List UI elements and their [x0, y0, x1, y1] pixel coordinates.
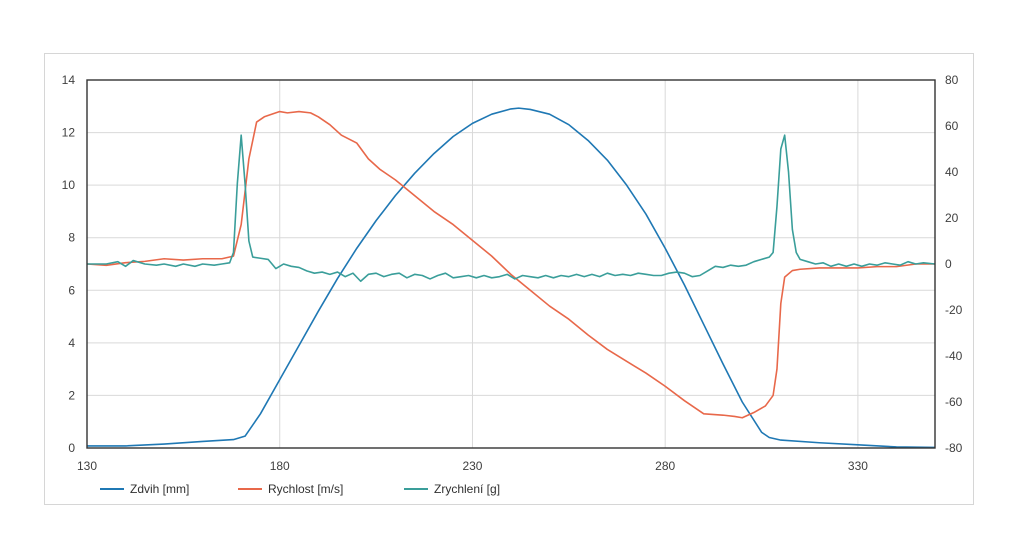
- y-right-tick-label: 0: [945, 257, 952, 271]
- chart-frame: 0 2 4 6 8 10 12 14 -80 -60 -40 -20 0 20 40 60 80 130 180 23…: [44, 53, 974, 505]
- grid-layer: [86, 79, 935, 449]
- y-right-tick-label: 60: [945, 119, 959, 133]
- x-tick-label: 330: [848, 459, 868, 473]
- x-tick-label: 130: [77, 459, 97, 473]
- series-line-3: [87, 134, 936, 283]
- line-chart: 0 2 4 6 8 10 12 14 -80 -60 -40 -20 0 20 40 60 80 130 180 23…: [62, 73, 963, 496]
- legend: Zdvih [mm] Rychlost [m/s] Zrychlení [g]: [100, 482, 500, 496]
- y-right-tick-label: -40: [945, 349, 963, 363]
- y-left-tick-label: 10: [62, 178, 76, 192]
- y-left-tick-label: 2: [68, 388, 75, 402]
- y-left-tick-label: 12: [62, 126, 76, 140]
- y-left-tick-label: 0: [68, 441, 75, 455]
- y-left-tick-label: 4: [68, 336, 75, 350]
- y-left-tick-label: 14: [62, 73, 76, 87]
- y-left-tick-label: 8: [68, 231, 75, 245]
- y-right-tick-label: 20: [945, 211, 959, 225]
- legend-label: Rychlost [m/s]: [268, 482, 343, 496]
- axis-layer: 0 2 4 6 8 10 12 14 -80 -60 -40 -20 0 20 40 60 80 130 180 23…: [62, 73, 963, 473]
- legend-label: Zrychlení [g]: [434, 482, 500, 496]
- y-right-tick-label: -60: [945, 395, 963, 409]
- y-left-tick-label: 6: [68, 283, 75, 297]
- series-line-2: [86, 110, 935, 419]
- y-right-tick-label: -80: [945, 441, 963, 455]
- series-line-1: [87, 107, 936, 449]
- y-right-tick-label: 80: [945, 73, 959, 87]
- series-layer: [86, 107, 936, 449]
- legend-label: Zdvih [mm]: [130, 482, 189, 496]
- y-right-tick-label: 40: [945, 165, 959, 179]
- x-tick-label: 280: [655, 459, 675, 473]
- plot-area-border: [86, 79, 936, 449]
- x-tick-label: 230: [462, 459, 482, 473]
- y-right-tick-label: -20: [945, 303, 963, 317]
- x-tick-label: 180: [270, 459, 290, 473]
